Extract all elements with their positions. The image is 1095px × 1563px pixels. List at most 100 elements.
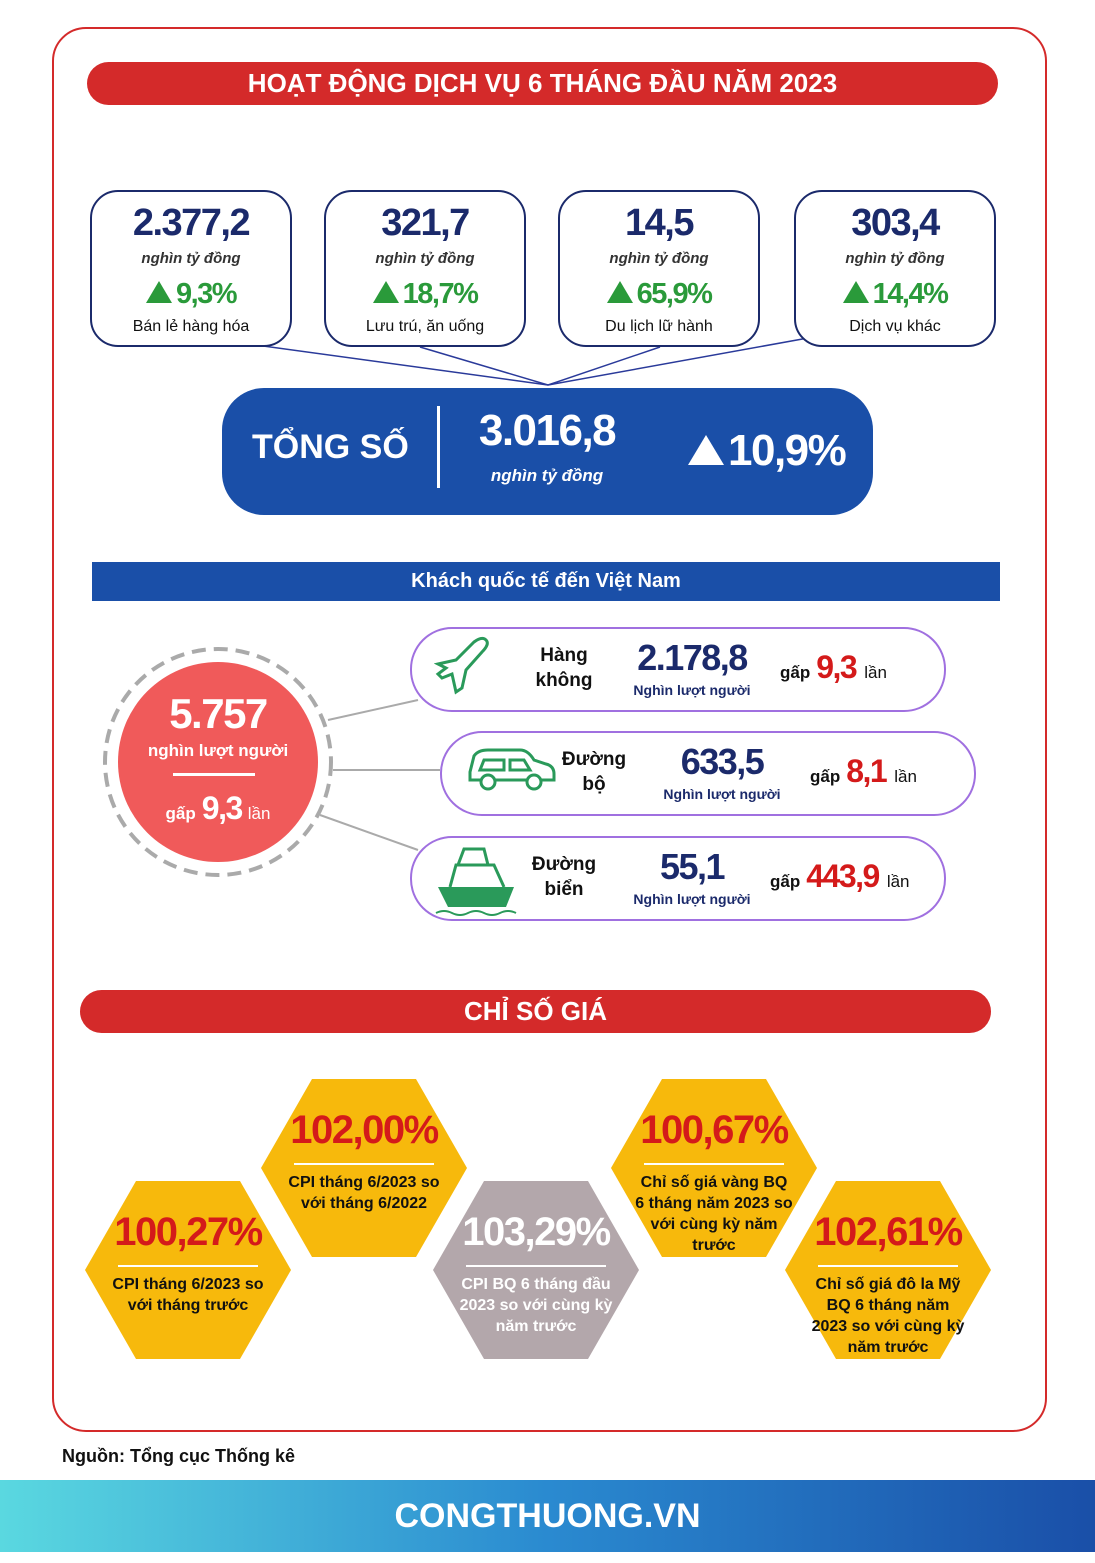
service-growth: 14,4% <box>872 278 949 310</box>
up-triangle <box>372 281 399 303</box>
ratio-prefix: gấp <box>780 663 811 682</box>
service-unit: nghìn tỷ đồng <box>141 250 241 267</box>
price-label: CPI tháng 6/2023 so với tháng 6/2022 <box>288 1174 440 1212</box>
mode-value: 2.178,8 <box>637 637 748 678</box>
up-triangle <box>606 281 633 303</box>
hexagon <box>611 1079 817 1257</box>
ratio-ratio: 443,9 <box>806 858 880 894</box>
transport-icon <box>435 847 517 916</box>
mode-label: Đường biển <box>531 854 597 900</box>
price-label: Chỉ số giá vàng BQ 6 tháng năm 2023 so v… <box>635 1174 793 1254</box>
total-circle <box>118 662 318 862</box>
divider <box>818 1265 958 1267</box>
transport-icon <box>434 636 489 695</box>
ratio-ratio: 8,1 <box>846 753 887 789</box>
total-growth: 10,9% <box>728 426 847 475</box>
mode-value: 55,1 <box>659 846 726 887</box>
ratio-ratio: 9,3 <box>816 649 857 685</box>
ratio-suffix: lần <box>247 804 271 823</box>
service-value: 321,7 <box>381 202 470 244</box>
footer-bar: CONGTHUONG.VN <box>0 1480 1095 1552</box>
ratio-suffix: lần <box>894 767 917 786</box>
ratio-prefix: gấp <box>770 872 801 891</box>
price-value: 103,29% <box>462 1210 611 1254</box>
service-unit: nghìn tỷ đồng <box>375 250 475 267</box>
price-label: CPI tháng 6/2023 so với tháng trước <box>112 1276 264 1314</box>
mode-label: Đường bộ <box>561 749 627 795</box>
price-value: 100,27% <box>114 1210 263 1254</box>
divider <box>466 1265 606 1267</box>
service-value: 303,4 <box>851 202 940 244</box>
price-label: Chỉ số giá đô la Mỹ BQ 6 tháng năm 2023 … <box>811 1276 965 1356</box>
service-value: 2.377,2 <box>132 202 251 244</box>
price-value: 102,00% <box>290 1108 439 1152</box>
hexagon <box>785 1181 991 1359</box>
growth-row: 9,3% <box>92 278 290 311</box>
ratio-prefix: gấp <box>810 767 841 786</box>
service-value: 14,5 <box>625 202 694 244</box>
connector-line <box>327 699 419 721</box>
service-growth: 65,9% <box>636 278 713 310</box>
outer-frame <box>52 27 1047 1432</box>
total-label: TỔNG SỐ <box>252 428 409 466</box>
hexagon <box>433 1181 639 1359</box>
divider <box>294 1163 434 1165</box>
connector-line <box>419 346 549 386</box>
service-card: 14,5 nghìn tỷ đồng 65,9% Du lịch lữ hành <box>558 190 760 347</box>
connector-line <box>547 346 661 386</box>
price-label: CPI BQ 6 tháng đầu 2023 so với cùng kỳ n… <box>459 1276 613 1335</box>
visitor-row: Đường biển 55,1 Nghìn lượt người gấp 443,9 lầ… <box>410 836 946 921</box>
divider <box>173 773 255 776</box>
ratio-suffix: lần <box>886 872 910 891</box>
title-bar: CHỈ SỐ GIÁ <box>80 990 991 1033</box>
service-label: Du lịch lữ hành <box>605 318 713 335</box>
service-unit: nghìn tỷ đồng <box>845 250 945 267</box>
mode-unit: Nghìn lượt người <box>633 891 751 907</box>
total-value: 3.016,8 <box>478 406 617 455</box>
section-bar: Khách quốc tế đến Việt Nam <box>92 562 1000 601</box>
mode-unit: Nghìn lượt người <box>663 786 781 802</box>
up-triangle <box>145 281 172 303</box>
price-value: 100,67% <box>640 1108 789 1152</box>
divider <box>437 406 440 488</box>
mode-value: 633,5 <box>680 741 765 782</box>
service-card: 2.377,2 nghìn tỷ đồng 9,3% Bán lẻ hàng hóa <box>90 190 292 347</box>
visitor-row: Đường bộ 633,5 Nghìn lượt người gấp 8,1 lần <box>440 731 976 816</box>
growth-row: 65,9% <box>560 278 758 311</box>
hexagon <box>261 1079 467 1257</box>
visitor-total-unit: nghìn lượt người <box>147 741 289 760</box>
mode-ratio: gấp 8,1 lần <box>810 753 917 790</box>
mode-unit: Nghìn lượt người <box>633 682 751 698</box>
visitor-total-ratio: gấp 9,3 lần <box>118 790 318 827</box>
growth-row: 18,7% <box>326 278 524 311</box>
service-unit: nghìn tỷ đồng <box>609 250 709 267</box>
mode-ratio: gấp 9,3 lần <box>780 649 887 686</box>
connector-line <box>319 814 419 851</box>
total-unit: nghìn tỷ đồng <box>490 466 604 485</box>
transport-icon <box>468 748 556 791</box>
mode-ratio: gấp 443,9 lần <box>770 858 910 895</box>
up-triangle <box>688 435 724 465</box>
service-label: Bán lẻ hàng hóa <box>132 318 250 335</box>
divider <box>118 1265 258 1267</box>
growth-row: 14,4% <box>796 278 994 311</box>
service-label: Dịch vụ khác <box>849 318 941 335</box>
connector-line <box>547 337 809 386</box>
service-growth: 9,3% <box>175 278 238 310</box>
mode-label: Hàng không <box>535 645 593 691</box>
service-growth: 18,7% <box>402 278 479 310</box>
hexagon <box>85 1181 291 1359</box>
title-bar: HOẠT ĐỘNG DỊCH VỤ 6 THÁNG ĐẦU NĂM 2023 <box>87 62 998 105</box>
price-value: 102,61% <box>814 1210 963 1254</box>
total-panel: TỔNG SỐ 3.016,8 nghìn tỷ đồng 10,9% <box>222 388 873 515</box>
ratio-suffix: lần <box>864 663 887 682</box>
service-card: 303,4 nghìn tỷ đồng 14,4% Dịch vụ khác <box>794 190 996 347</box>
ratio-prefix: gấp <box>165 804 196 823</box>
ratio-ratio: 9,3 <box>201 790 243 826</box>
visitor-total-value: 5.757 <box>169 690 268 737</box>
source-note: Nguồn: Tổng cục Thống kê <box>62 1446 295 1466</box>
divider <box>644 1163 784 1165</box>
service-label: Lưu trú, ăn uống <box>365 318 485 335</box>
